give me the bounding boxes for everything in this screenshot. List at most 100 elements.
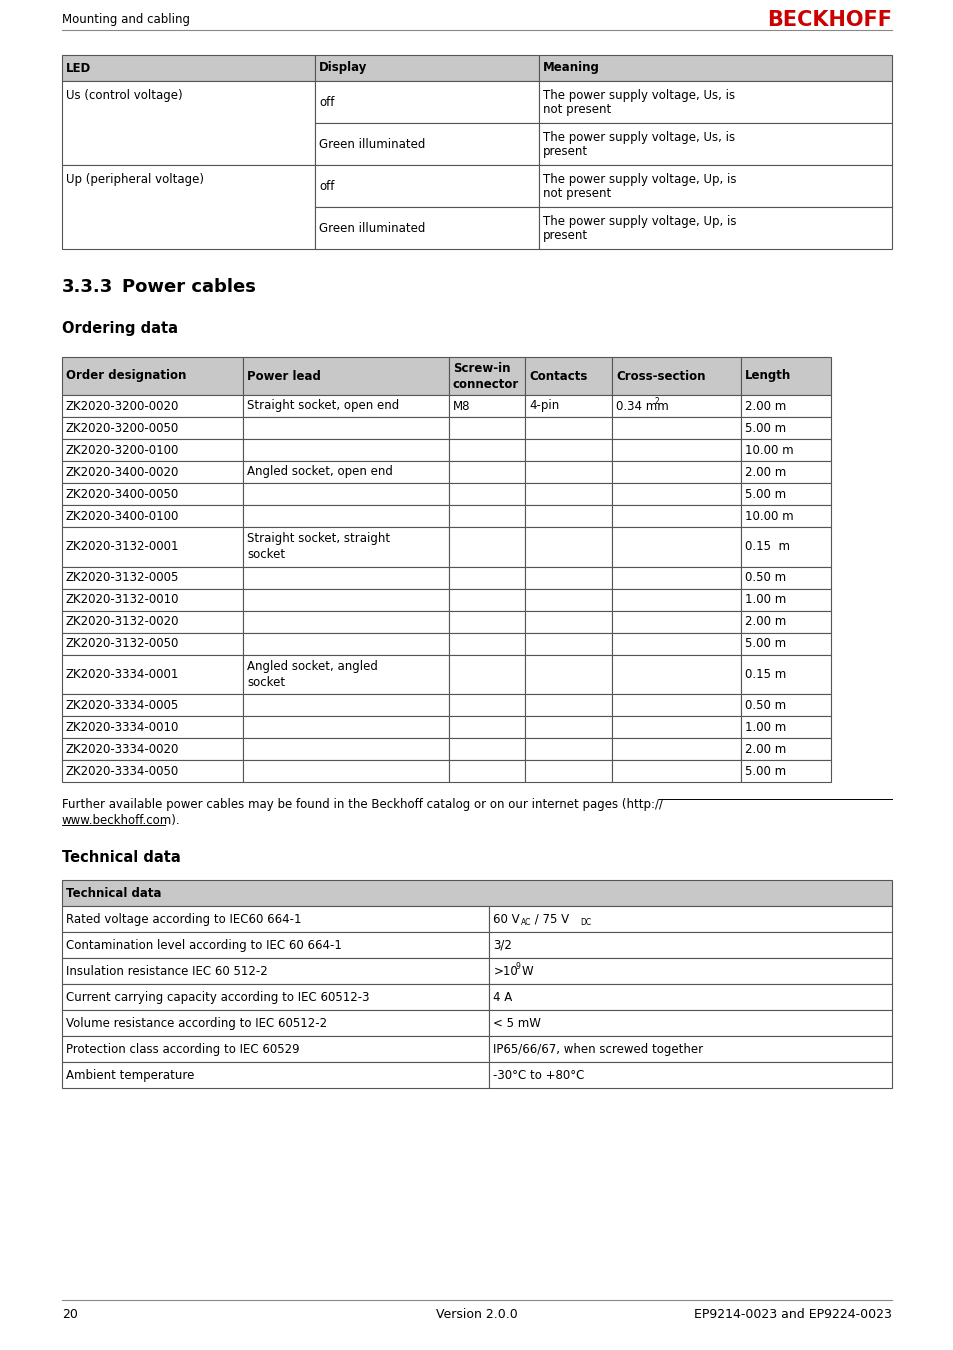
Bar: [62, 417, 243, 439]
Bar: [448, 460, 524, 483]
Text: 0.15 m: 0.15 m: [744, 668, 785, 680]
Text: not present: not present: [542, 186, 611, 200]
Text: socket: socket: [247, 548, 285, 562]
Text: present: present: [542, 144, 588, 158]
Bar: [524, 567, 612, 589]
Bar: [612, 738, 740, 760]
Text: 4-pin: 4-pin: [529, 400, 558, 413]
Text: Meaning: Meaning: [542, 62, 599, 74]
Bar: [524, 505, 612, 526]
Bar: [62, 933, 489, 958]
Bar: [524, 439, 612, 460]
Bar: [448, 417, 524, 439]
Text: 0.50 m: 0.50 m: [744, 699, 785, 711]
Bar: [448, 738, 524, 760]
Bar: [489, 906, 891, 933]
Bar: [740, 396, 830, 417]
Bar: [314, 165, 538, 207]
Bar: [314, 81, 538, 123]
Bar: [62, 738, 243, 760]
Text: EP9214-0023 and EP9224-0023: EP9214-0023 and EP9224-0023: [694, 1308, 891, 1320]
Bar: [448, 356, 524, 396]
Bar: [524, 717, 612, 738]
Text: Version 2.0.0: Version 2.0.0: [436, 1308, 517, 1320]
Text: >10: >10: [493, 965, 517, 977]
Text: Contamination level according to IEC 60 664-1: Contamination level according to IEC 60 …: [66, 938, 341, 952]
Bar: [314, 207, 538, 248]
Text: Screw-in: Screw-in: [453, 362, 510, 374]
Bar: [62, 55, 314, 81]
Bar: [612, 417, 740, 439]
Bar: [448, 567, 524, 589]
Text: / 75 V: / 75 V: [531, 913, 569, 926]
Bar: [612, 655, 740, 694]
Text: ZK2020-3200-0020: ZK2020-3200-0020: [66, 400, 179, 413]
Bar: [243, 760, 448, 782]
Text: Insulation resistance IEC 60 512-2: Insulation resistance IEC 60 512-2: [66, 965, 268, 977]
Bar: [489, 958, 891, 984]
Text: Straight socket, straight: Straight socket, straight: [247, 532, 390, 545]
Bar: [612, 633, 740, 655]
Bar: [243, 717, 448, 738]
Text: 1.00 m: 1.00 m: [744, 593, 785, 606]
Bar: [448, 526, 524, 567]
Text: www.beckhoff.com).: www.beckhoff.com).: [62, 814, 180, 828]
Text: 2: 2: [654, 397, 659, 405]
Text: The power supply voltage, Up, is: The power supply voltage, Up, is: [542, 173, 736, 185]
Bar: [448, 717, 524, 738]
Text: 0.15  m: 0.15 m: [744, 540, 789, 553]
Bar: [489, 933, 891, 958]
Bar: [524, 417, 612, 439]
Bar: [62, 165, 314, 248]
Text: Straight socket, open end: Straight socket, open end: [247, 400, 398, 413]
Text: 0.34 mm: 0.34 mm: [616, 400, 668, 413]
Text: ZK2020-3334-0001: ZK2020-3334-0001: [66, 668, 179, 680]
Text: 4 A: 4 A: [493, 991, 512, 1003]
Bar: [62, 567, 243, 589]
Bar: [62, 1062, 489, 1088]
Bar: [489, 1010, 891, 1037]
Bar: [740, 526, 830, 567]
Bar: [243, 633, 448, 655]
Bar: [538, 55, 891, 81]
Text: Green illuminated: Green illuminated: [319, 221, 425, 235]
Bar: [243, 655, 448, 694]
Text: Contacts: Contacts: [529, 370, 587, 382]
Bar: [524, 589, 612, 610]
Text: socket: socket: [247, 676, 285, 688]
Text: Technical data: Technical data: [62, 850, 180, 865]
Bar: [612, 483, 740, 505]
Text: 5.00 m: 5.00 m: [744, 637, 785, 651]
Bar: [524, 460, 612, 483]
Bar: [243, 439, 448, 460]
Bar: [243, 610, 448, 633]
Bar: [243, 738, 448, 760]
Bar: [740, 655, 830, 694]
Bar: [489, 1037, 891, 1062]
Text: W: W: [521, 965, 533, 977]
Bar: [243, 483, 448, 505]
Text: 20: 20: [62, 1308, 78, 1320]
Text: Us (control voltage): Us (control voltage): [66, 89, 182, 101]
Text: Length: Length: [744, 370, 790, 382]
Bar: [448, 589, 524, 610]
Text: 2.00 m: 2.00 m: [744, 466, 785, 478]
Text: ZK2020-3334-0020: ZK2020-3334-0020: [66, 743, 179, 756]
Bar: [314, 123, 538, 165]
Bar: [243, 589, 448, 610]
Bar: [489, 984, 891, 1010]
Text: The power supply voltage, Us, is: The power supply voltage, Us, is: [542, 89, 735, 101]
Bar: [62, 655, 243, 694]
Bar: [243, 567, 448, 589]
Text: Angled socket, open end: Angled socket, open end: [247, 466, 393, 478]
Text: connector: connector: [453, 378, 518, 390]
Text: 2.00 m: 2.00 m: [744, 616, 785, 628]
Bar: [62, 505, 243, 526]
Bar: [612, 505, 740, 526]
Text: ZK2020-3400-0050: ZK2020-3400-0050: [66, 487, 179, 501]
Bar: [243, 460, 448, 483]
Bar: [740, 439, 830, 460]
Text: AC: AC: [520, 918, 530, 926]
Text: ZK2020-3200-0050: ZK2020-3200-0050: [66, 421, 179, 435]
Text: Protection class according to IEC 60529: Protection class according to IEC 60529: [66, 1042, 299, 1056]
